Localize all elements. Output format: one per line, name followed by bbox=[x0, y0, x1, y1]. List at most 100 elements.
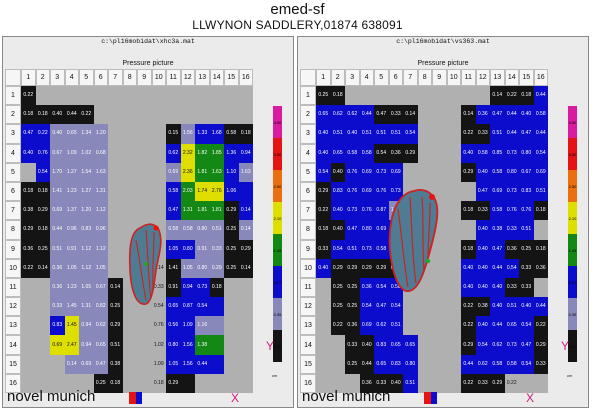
pressure-cell: 1.27 bbox=[64, 162, 79, 182]
pressure-cell: 0.87 bbox=[374, 201, 389, 221]
pressure-cell bbox=[461, 181, 476, 202]
pressure-cell: 0.44 bbox=[64, 105, 79, 125]
pressure-cell: 0.33 bbox=[374, 373, 389, 393]
pressure-cell: 0.25 bbox=[345, 277, 360, 298]
pressure-cell bbox=[137, 86, 152, 106]
pressure-cell: 0.33 bbox=[316, 239, 331, 259]
pressure-cell: 0.25 bbox=[224, 220, 239, 240]
pressure-cell: 0.47 bbox=[374, 105, 389, 125]
flag-stripe-blue bbox=[135, 392, 142, 404]
pressure-cell bbox=[108, 105, 123, 125]
pressure-cell: 0.29 bbox=[35, 201, 50, 221]
row-header: 10 bbox=[5, 258, 21, 278]
row-header: 3 bbox=[5, 124, 21, 144]
pressure-cell: 1.68 bbox=[209, 124, 224, 144]
pressure-cell: 0.18 bbox=[35, 220, 50, 240]
pressure-cell: 0.22 bbox=[461, 124, 476, 144]
pressure-cell bbox=[446, 239, 461, 259]
pressure-cell: 0.40 bbox=[330, 201, 345, 221]
row-header: 12 bbox=[5, 297, 21, 317]
pressure-cell bbox=[224, 86, 239, 106]
legend-swatch: 2.50 bbox=[568, 170, 577, 202]
pressure-panel-left: c:\pl16mobidat\xhc3a.mat Pressure pictur… bbox=[2, 36, 294, 408]
pressure-cell: 0.94 bbox=[79, 316, 94, 336]
pressure-cell: 0.33 bbox=[50, 297, 65, 317]
pressure-cell: 0.33 bbox=[209, 239, 224, 259]
pressure-cell bbox=[316, 277, 331, 298]
pressure-cell: 1.23 bbox=[64, 277, 79, 298]
pressure-cell bbox=[316, 297, 331, 317]
pressure-cell bbox=[446, 335, 461, 355]
pressure-cell: 0.58 bbox=[490, 354, 505, 374]
pressure-cell: 0.51 bbox=[108, 335, 123, 355]
pressure-cell bbox=[316, 335, 331, 355]
pressure-cell bbox=[417, 373, 432, 393]
pressure-cell bbox=[195, 373, 210, 393]
pressure-cell: 0.54 bbox=[519, 354, 534, 374]
row-header: 6 bbox=[300, 181, 316, 202]
pressure-cell bbox=[64, 373, 79, 393]
pressure-cell: 0.51 bbox=[490, 124, 505, 144]
pressure-cell: 0.51 bbox=[519, 220, 534, 240]
pressure-cell: 0.14 bbox=[238, 201, 253, 221]
pressure-cell: 0.29 bbox=[21, 220, 36, 240]
pressure-cell: 0.40 bbox=[490, 277, 505, 298]
pressure-cell: 1.70 bbox=[50, 162, 65, 182]
pressure-cell: 0.80 bbox=[359, 220, 374, 240]
row-header: 3 bbox=[300, 124, 316, 144]
pressure-cell bbox=[122, 86, 137, 106]
pressure-cell: 0.58 bbox=[490, 162, 505, 182]
pressure-cell: 0.40 bbox=[475, 277, 490, 298]
pressure-cell: 1.05 bbox=[166, 354, 181, 374]
pressure-cell: 0.69 bbox=[388, 162, 403, 182]
row-header: 9 bbox=[5, 239, 21, 259]
pressure-cell: 0.29 bbox=[316, 181, 331, 202]
pressure-cell: 0.40 bbox=[316, 124, 331, 144]
pressure-cell: 0.65 bbox=[166, 297, 181, 317]
pressure-cell: 0.18 bbox=[238, 124, 253, 144]
pressure-cell: 0.29 bbox=[403, 143, 418, 163]
pressure-cell: 0.54 bbox=[374, 277, 389, 298]
pressure-cell: 0.83 bbox=[79, 220, 94, 240]
pressure-cell: 0.36 bbox=[359, 373, 374, 393]
pressure-cell: 0.44 bbox=[461, 354, 476, 374]
pressure-cell: 2.36 bbox=[180, 162, 195, 182]
pressure-cell: 0.40 bbox=[490, 297, 505, 317]
pressure-cell: 0.38 bbox=[475, 297, 490, 317]
pressure-cell: 1.12 bbox=[79, 258, 94, 278]
pressure-cell: 0.91 bbox=[64, 239, 79, 259]
pressure-cell: 0.54 bbox=[374, 143, 389, 163]
pressure-cell: 0.67 bbox=[93, 277, 108, 298]
pressure-cell: 0.65 bbox=[504, 316, 519, 336]
pressure-cell: 0.47 bbox=[374, 297, 389, 317]
pressure-cell: 0.25 bbox=[108, 297, 123, 317]
column-header: 14 bbox=[504, 69, 519, 86]
pressure-cell bbox=[432, 297, 447, 317]
pressure-cell bbox=[417, 124, 432, 144]
pressure-cell: 0.44 bbox=[533, 297, 548, 317]
pressure-cell: 0.18 bbox=[533, 239, 548, 259]
pressure-cell bbox=[446, 316, 461, 336]
pressure-cell: 0.47 bbox=[345, 220, 360, 240]
pressure-cell: 0.62 bbox=[490, 335, 505, 355]
legend-swatch: 1.45 bbox=[568, 234, 577, 266]
pressure-cell bbox=[345, 373, 360, 393]
pressure-cell bbox=[108, 239, 123, 259]
pressure-cell bbox=[432, 86, 447, 106]
column-header: 4 bbox=[359, 69, 374, 86]
pressure-cell bbox=[137, 373, 152, 393]
pressure-cell bbox=[461, 86, 476, 106]
pressure-cell: 0.40 bbox=[388, 373, 403, 393]
pressure-cell: 0.36 bbox=[533, 258, 548, 278]
pressure-cell bbox=[446, 277, 461, 298]
pressure-cell: 0.54 bbox=[533, 143, 548, 163]
pressure-cell: 0.65 bbox=[93, 335, 108, 355]
app-title: emed-sf bbox=[270, 1, 325, 18]
legend-swatch: 3.50 bbox=[273, 138, 282, 170]
legend-swatch: 1.45 bbox=[273, 234, 282, 266]
pressure-cell bbox=[108, 201, 123, 221]
pressure-cell: 0.76 bbox=[374, 181, 389, 202]
pressure-cell bbox=[151, 86, 166, 106]
pressure-cell bbox=[417, 86, 432, 106]
pressure-cell: 0.54 bbox=[195, 297, 210, 317]
